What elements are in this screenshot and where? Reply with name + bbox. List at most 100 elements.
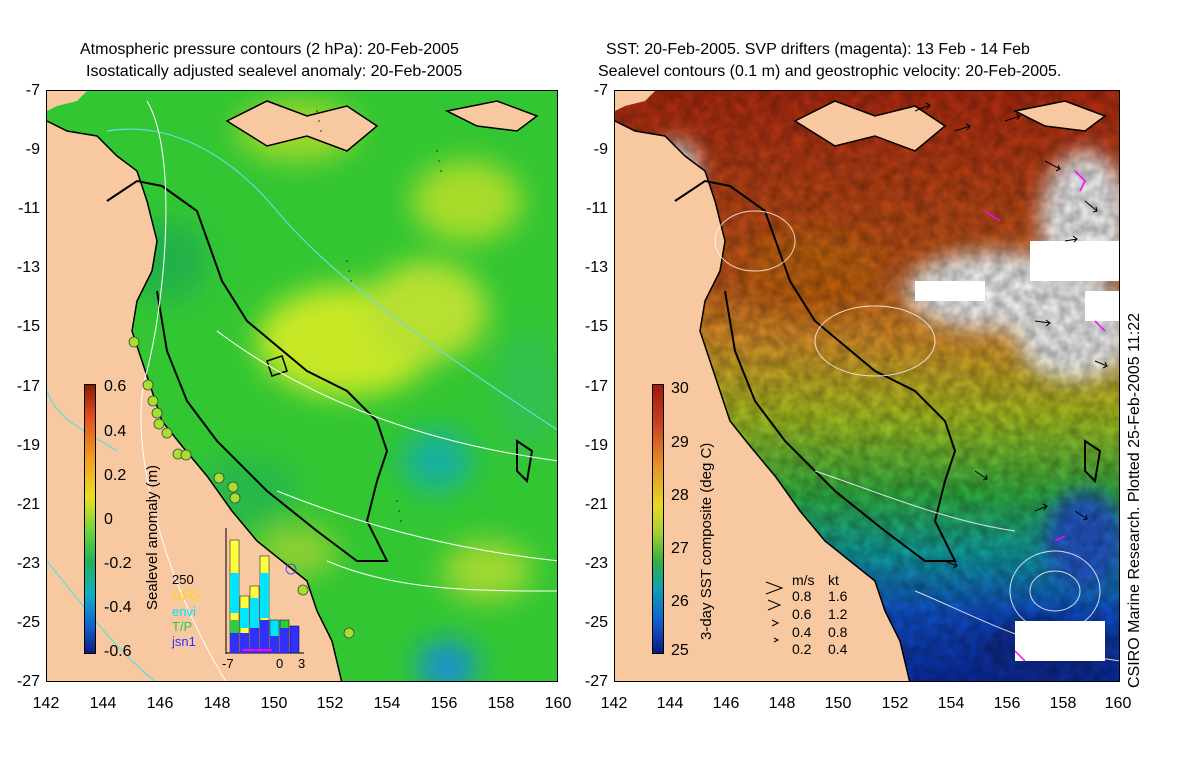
left-x-tick-8: 158 <box>487 695 515 712</box>
left-title-line1: Atmospheric pressure contours (2 hPa): 2… <box>80 41 459 58</box>
histogram-legend-gfo: GFO <box>172 588 201 603</box>
right-y-tick-10: -27 <box>584 673 608 690</box>
histogram-legend-jsn1: jsn1 <box>172 634 196 649</box>
island-ne <box>1012 100 1107 132</box>
velocity-header-kt: kt <box>828 572 839 588</box>
right-x-tick-5: 152 <box>881 695 909 712</box>
right-x-tick-7: 156 <box>993 695 1021 712</box>
reef-small <box>266 355 288 377</box>
anomaly-tick-0: 0.6 <box>104 378 127 395</box>
histogram-y-tick: 250 <box>172 572 194 587</box>
sealevel-anomaly-map <box>46 90 558 682</box>
right-y-tick-8: -23 <box>584 555 608 572</box>
svp-drifter-tracks <box>984 170 1106 662</box>
histogram-svg <box>225 528 304 654</box>
left-y-tick-4: -15 <box>16 318 40 335</box>
anomaly-tick-3: 0 <box>104 511 113 528</box>
land-northwest <box>615 91 655 111</box>
anomaly-tick-1: 0.4 <box>104 423 127 440</box>
right-x-tick-4: 150 <box>824 695 852 712</box>
sst-colorbar <box>652 384 664 654</box>
geostrophic-velocity-arrows <box>914 102 1108 569</box>
left-y-tick-7: -21 <box>16 496 40 513</box>
right-title-line1: SST: 20-Feb-2005. SVP drifters (magenta)… <box>606 41 1030 58</box>
coastline <box>615 120 911 681</box>
pressure-contour-3 <box>47 560 156 681</box>
tide-gauge-stations <box>128 336 355 639</box>
left-x-tick-3: 148 <box>203 695 231 712</box>
pressure-contour-1 <box>106 128 557 431</box>
left-y-tick-2: -11 <box>18 200 40 217</box>
sst-tick-3: 27 <box>671 540 689 557</box>
right-x-tick-0: 142 <box>600 695 628 712</box>
histogram-x-tick-0: -7 <box>222 656 234 671</box>
right-y-tick-2: -11 <box>586 200 608 217</box>
png-island <box>793 100 947 152</box>
left-y-tick-5: -17 <box>16 378 40 395</box>
left-x-tick-7: 156 <box>430 695 458 712</box>
velocity-ms-1: 0.6 <box>792 606 812 622</box>
right-y-tick-5: -17 <box>584 378 608 395</box>
velocity-kt-3: 0.4 <box>828 641 848 657</box>
australia-land <box>47 121 342 681</box>
velocity-ms-3: 0.2 <box>792 641 812 657</box>
coastline <box>47 120 343 681</box>
left-y-tick-1: -9 <box>25 141 40 158</box>
velocity-header-ms: m/s <box>792 572 815 588</box>
left-x-tick-9: 160 <box>544 695 572 712</box>
right-y-tick-4: -15 <box>584 318 608 335</box>
velocity-ms-2: 0.4 <box>792 624 812 640</box>
histogram-x-tick-1: 0 <box>276 656 284 671</box>
pressure-contour-5 <box>216 330 557 462</box>
sst-map <box>614 90 1120 682</box>
left-x-tick-6: 154 <box>373 695 401 712</box>
right-x-tick-2: 146 <box>712 695 740 712</box>
right-y-tick-1: -9 <box>593 141 608 158</box>
sealevel-anomaly-svg <box>47 91 557 681</box>
histogram-inset <box>222 528 304 654</box>
histogram-legend-envi: envi <box>172 604 196 619</box>
right-x-tick-6: 154 <box>937 695 965 712</box>
sst-tick-1: 29 <box>671 434 689 451</box>
histogram-bars <box>229 539 300 654</box>
right-x-tick-1: 144 <box>656 695 684 712</box>
island-ne <box>444 100 539 132</box>
left-y-tick-8: -23 <box>16 555 40 572</box>
island-e <box>516 439 534 484</box>
sst-svg <box>615 91 1119 681</box>
right-title-line2: Sealevel contours (0.1 m) and geostrophi… <box>598 63 1062 80</box>
credit-label: CSIRO Marine Research. Plotted 25-Feb-20… <box>1126 312 1143 688</box>
sst-tick-4: 26 <box>671 593 689 610</box>
sst-tick-2: 28 <box>671 487 689 504</box>
right-x-tick-8: 158 <box>1049 695 1077 712</box>
anomaly-colorbar <box>84 384 96 654</box>
anomaly-colorbar-label: Sealevel anomaly (m) <box>144 464 161 610</box>
histogram-legend-tp: T/P <box>172 619 193 634</box>
left-x-tick-1: 144 <box>89 695 117 712</box>
altimeter-track-dots <box>316 110 442 522</box>
right-y-tick-9: -25 <box>584 614 608 631</box>
right-x-tick-9: 160 <box>1104 695 1132 712</box>
left-x-tick-5: 152 <box>316 695 344 712</box>
sst-tick-0: 30 <box>671 380 689 397</box>
pressure-contour-7 <box>326 560 557 592</box>
anomaly-tick-6: -0.6 <box>104 643 132 660</box>
velocity-kt-1: 1.2 <box>828 606 848 622</box>
anomaly-tick-5: -0.4 <box>104 599 132 616</box>
left-title-line2: Isostatically adjusted sealevel anomaly:… <box>86 63 463 80</box>
left-y-tick-6: -19 <box>16 437 40 454</box>
right-y-tick-7: -21 <box>584 496 608 513</box>
anomaly-tick-4: -0.2 <box>104 555 132 572</box>
png-island <box>225 100 379 152</box>
reef-outline <box>674 179 957 562</box>
left-y-tick-10: -27 <box>16 673 40 690</box>
left-x-tick-4: 150 <box>260 695 288 712</box>
anomaly-tick-2: 0.2 <box>104 467 127 484</box>
velocity-legend: m/s kt 0.8 1.6 0.6 1.2 0.4 0.8 0.2 0.4 <box>762 572 862 658</box>
sst-colorbar-label: 3-day SST composite (deg C) <box>698 442 715 640</box>
histogram-x-tick-2: 3 <box>298 656 306 671</box>
left-y-tick-3: -13 <box>16 259 40 276</box>
australia-land <box>615 121 910 681</box>
pressure-contour-4 <box>140 100 227 681</box>
velocity-kt-2: 0.8 <box>828 624 848 640</box>
